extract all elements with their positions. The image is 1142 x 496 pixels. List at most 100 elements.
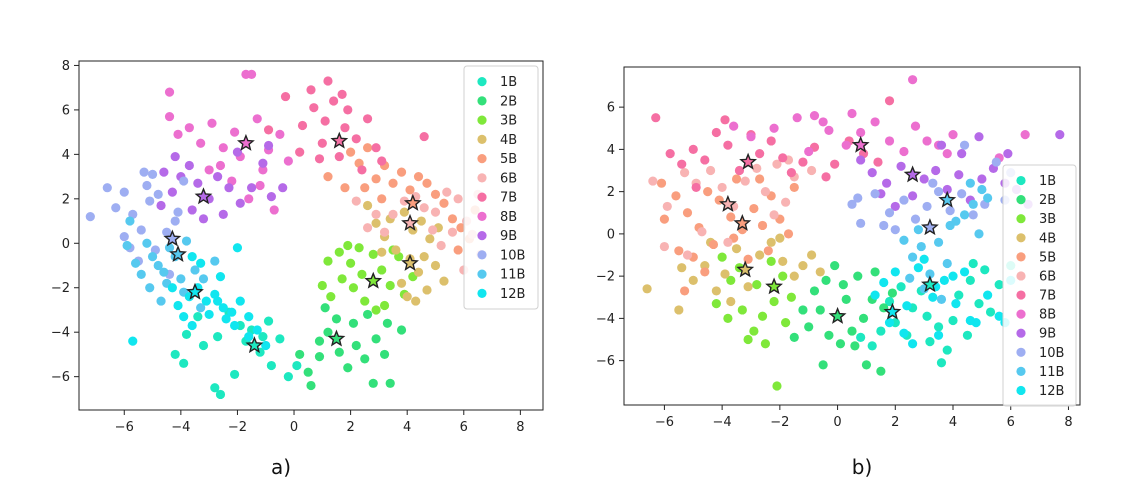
- scatter-point: [968, 199, 978, 209]
- x-tick-label: 8: [1064, 415, 1072, 430]
- scatter-point: [936, 358, 947, 368]
- scatter-point: [913, 263, 923, 273]
- series-7B: [651, 96, 895, 193]
- scatter-point: [651, 113, 661, 123]
- scatter-point: [145, 196, 155, 206]
- scatter-point: [798, 260, 808, 271]
- scatter-point: [974, 229, 984, 239]
- scatter-point: [405, 185, 415, 195]
- scatter-point: [368, 249, 378, 259]
- legend-marker: [1016, 366, 1026, 376]
- scatter-point: [884, 96, 895, 106]
- scatter-point: [337, 274, 347, 284]
- scatter-point: [821, 275, 831, 285]
- scatter-point: [343, 105, 353, 115]
- scatter-point: [218, 143, 228, 153]
- scatter-point: [763, 246, 773, 256]
- scatter-point: [954, 170, 964, 180]
- scatter-point: [769, 210, 779, 220]
- scatter-point: [235, 296, 245, 306]
- legend-marker: [1016, 252, 1026, 262]
- scatter-point: [959, 140, 970, 150]
- scatter-point: [723, 237, 733, 247]
- y-tick-label: 2: [607, 185, 615, 200]
- scatter-point: [337, 89, 347, 99]
- scatter-point: [176, 274, 186, 284]
- scatter-point: [306, 380, 316, 391]
- centroid-star-4B: [736, 260, 755, 278]
- scatter-point: [295, 349, 305, 360]
- y-tick-label: 2: [62, 192, 70, 207]
- legend-marker: [1016, 309, 1026, 319]
- scatter-point: [856, 155, 866, 165]
- legend-label: 11B: [1039, 365, 1064, 380]
- scatter-point: [388, 178, 398, 188]
- scatter-point: [153, 260, 163, 271]
- scatter-point: [922, 311, 932, 321]
- scatter-point: [331, 314, 342, 324]
- legend-marker: [1016, 175, 1026, 186]
- y-tick-label: −4: [51, 326, 70, 341]
- y-tick-label: 6: [607, 101, 615, 116]
- scatter-point: [908, 75, 918, 85]
- centroid-star-11B: [169, 245, 187, 262]
- scatter-point: [334, 151, 344, 162]
- scatter-point: [919, 254, 929, 264]
- scatter-point: [230, 320, 240, 331]
- scatter-point: [170, 349, 180, 360]
- scatter-point: [360, 183, 370, 193]
- scatter-point: [890, 267, 900, 277]
- scatter-point: [320, 303, 330, 313]
- legend-marker: [1016, 385, 1026, 396]
- scatter-point: [726, 275, 736, 285]
- scatter-point: [193, 178, 203, 188]
- scatter-point: [752, 279, 762, 290]
- scatter-point: [876, 366, 886, 376]
- scatter-point: [743, 282, 753, 292]
- scatter-point: [879, 220, 889, 231]
- scatter-point: [213, 332, 223, 342]
- legend-label: 11B: [500, 268, 525, 283]
- scatter-point: [847, 108, 857, 119]
- scatter-point: [723, 140, 733, 150]
- legend-label: 6B: [500, 171, 517, 186]
- scatter-point: [334, 247, 344, 257]
- y-tick-label: −2: [596, 270, 615, 285]
- scatter-point: [688, 275, 698, 285]
- scatter-point: [145, 283, 155, 293]
- y-tick-label: 0: [607, 227, 615, 242]
- scatter-point: [760, 339, 771, 349]
- scatter-point: [362, 223, 373, 233]
- scatter-point: [908, 252, 918, 262]
- scatter-point: [711, 299, 721, 309]
- scatter-point: [933, 322, 944, 332]
- legend-marker: [477, 96, 487, 106]
- scatter-point: [411, 296, 421, 306]
- scatter-point: [980, 265, 990, 275]
- scatter-point: [309, 103, 319, 113]
- panel-caption: b): [852, 455, 873, 479]
- scatter-point: [340, 123, 350, 133]
- scatter-point: [396, 325, 407, 335]
- centroid-star-5B: [733, 213, 752, 231]
- legend-label: 12B: [500, 287, 525, 302]
- scatter-point: [156, 200, 166, 211]
- legend-box: [1002, 164, 1077, 407]
- x-tick-label: 4: [949, 415, 957, 430]
- scatter-point: [130, 258, 141, 268]
- series-8B: [729, 75, 1030, 163]
- scatter-point: [680, 286, 690, 296]
- scatter-point: [853, 271, 863, 281]
- scatter-point: [792, 113, 802, 123]
- scatter-point: [991, 157, 1001, 167]
- scatter-point: [778, 271, 788, 281]
- scatter-point: [887, 288, 898, 298]
- scatter-point: [781, 318, 791, 328]
- scatter-point: [275, 129, 285, 139]
- scatter-point: [173, 129, 183, 139]
- centroid-star-2B: [828, 306, 847, 324]
- legend-label: 8B: [500, 210, 517, 225]
- scatter-point: [700, 267, 710, 277]
- scatter-point: [388, 209, 398, 219]
- scatter-point: [896, 161, 906, 171]
